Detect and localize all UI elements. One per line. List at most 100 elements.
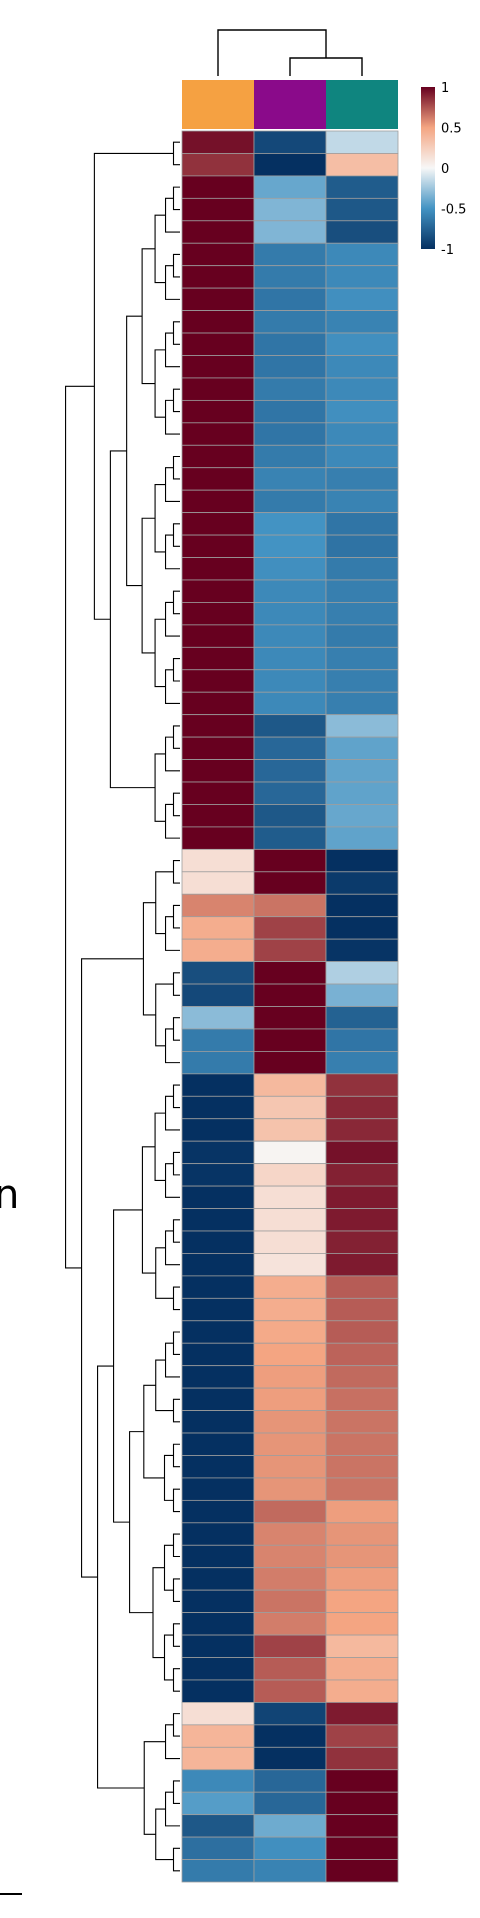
heatmap-cell xyxy=(181,557,255,581)
heatmap-cell xyxy=(325,691,399,716)
heatmap-cell xyxy=(253,512,327,536)
heatmap-cell xyxy=(181,1702,255,1726)
heatmap-cell xyxy=(253,736,327,760)
heatmap-cell xyxy=(181,579,255,603)
row-dendrogram-link xyxy=(172,1713,180,1737)
heatmap-cell xyxy=(325,1297,399,1322)
colorbar-tick-label: -1 xyxy=(441,243,454,258)
heatmap-cell xyxy=(253,1499,327,1524)
heatmap-cell xyxy=(181,938,255,963)
heatmap-cell xyxy=(181,1230,255,1254)
heatmap-cell xyxy=(253,310,327,334)
heatmap-cell xyxy=(253,916,327,940)
row-dendrogram-link xyxy=(154,484,166,553)
heatmap-cell xyxy=(253,1477,327,1501)
row-dendrogram-link xyxy=(164,803,180,839)
heatmap-cell xyxy=(181,759,255,783)
row-dendrogram-link xyxy=(164,1163,180,1198)
heatmap-cell xyxy=(325,130,399,154)
heatmap-cell xyxy=(253,1297,327,1322)
row-dendrogram-link xyxy=(164,736,180,772)
heatmap-cell xyxy=(253,669,327,693)
heatmap-cell xyxy=(325,422,399,446)
heatmap-cell xyxy=(253,1095,327,1120)
row-dendrogram-link xyxy=(172,1780,180,1804)
row-dendrogram-link xyxy=(172,388,180,413)
heatmap-cell xyxy=(253,983,327,1007)
row-dendrogram-link xyxy=(154,1112,166,1182)
heatmap-cell xyxy=(253,1073,327,1097)
row-dendrogram-link xyxy=(97,1365,145,1789)
heatmap-cell xyxy=(325,1342,399,1367)
heatmap-cell xyxy=(325,1365,399,1389)
heatmap-cell xyxy=(181,848,255,873)
heatmap-cell xyxy=(253,1724,327,1748)
heatmap-cell xyxy=(253,287,327,311)
row-dendrogram-link xyxy=(164,534,180,570)
row-dendrogram-link xyxy=(154,618,166,688)
row-dendrogram-link xyxy=(141,517,156,654)
heatmap-cell xyxy=(253,1006,327,1030)
heatmap-cell xyxy=(181,534,255,558)
colorbar-legend: 1 0.5 0 -0.5 -1 xyxy=(421,81,466,258)
heatmap-cell xyxy=(325,557,399,581)
row-dendrogram-link xyxy=(172,1578,180,1602)
heatmap-cell xyxy=(253,691,327,716)
heatmap-cell xyxy=(181,1253,255,1277)
heatmap-cell xyxy=(325,1814,399,1838)
heatmap-cell xyxy=(325,489,399,514)
heatmap-cell xyxy=(325,377,399,401)
row-dendrogram-link xyxy=(172,1623,180,1647)
heatmap-cell xyxy=(253,1634,327,1658)
heatmap-cell xyxy=(253,646,327,671)
heatmap-cell xyxy=(181,377,255,401)
heatmap-cell xyxy=(181,220,255,244)
heatmap-cell xyxy=(253,1365,327,1389)
column-annotations xyxy=(182,80,398,129)
column-annotation-1 xyxy=(182,80,254,129)
row-dendrogram-link xyxy=(65,385,95,1269)
heatmap-cell xyxy=(253,624,327,648)
heatmap-cell xyxy=(325,467,399,491)
heatmap-cell xyxy=(325,220,399,244)
heatmap-cell xyxy=(253,1589,327,1614)
heatmap-cell xyxy=(325,1275,399,1299)
heatmap-cell xyxy=(325,1185,399,1209)
heatmap-cell xyxy=(253,1163,327,1187)
heatmap-cell xyxy=(325,736,399,760)
heatmap-cell xyxy=(181,1342,255,1367)
colorbar-tick-label: 1 xyxy=(441,81,449,96)
heatmap-cell xyxy=(325,1320,399,1344)
heatmap-cell xyxy=(181,287,255,311)
heatmap-cell xyxy=(181,1095,255,1120)
heatmap-cell xyxy=(253,220,327,244)
row-dendrogram-link xyxy=(143,1741,166,1835)
row-dendrogram xyxy=(65,141,180,1872)
heatmap-cell xyxy=(253,714,327,738)
heatmap-cell xyxy=(181,1791,255,1816)
row-dendrogram-link xyxy=(164,1095,180,1131)
heatmap-cell xyxy=(181,422,255,446)
heatmap-cell xyxy=(253,1387,327,1411)
heatmap-cell xyxy=(181,444,255,469)
heatmap-cell xyxy=(253,1342,327,1367)
row-dendrogram-link xyxy=(172,253,180,278)
heatmap-cell xyxy=(253,1544,327,1569)
row-dendrogram-link xyxy=(172,1668,180,1692)
heatmap-cell xyxy=(181,1050,255,1075)
heatmap-cell xyxy=(253,534,327,558)
row-dendrogram-link xyxy=(126,315,143,587)
heatmap-cell xyxy=(181,871,255,895)
heatmap-cell xyxy=(181,1208,255,1232)
heatmap-cell xyxy=(181,1432,255,1456)
heatmap-cell xyxy=(181,916,255,940)
heatmap-cell xyxy=(181,1455,255,1479)
heatmap-cell xyxy=(181,1275,255,1299)
heatmap-cell xyxy=(325,1791,399,1816)
heatmap-cell xyxy=(181,781,255,805)
heatmap-cell xyxy=(253,759,327,783)
heatmap-cell xyxy=(325,1050,399,1075)
row-dendrogram-link xyxy=(172,725,180,749)
